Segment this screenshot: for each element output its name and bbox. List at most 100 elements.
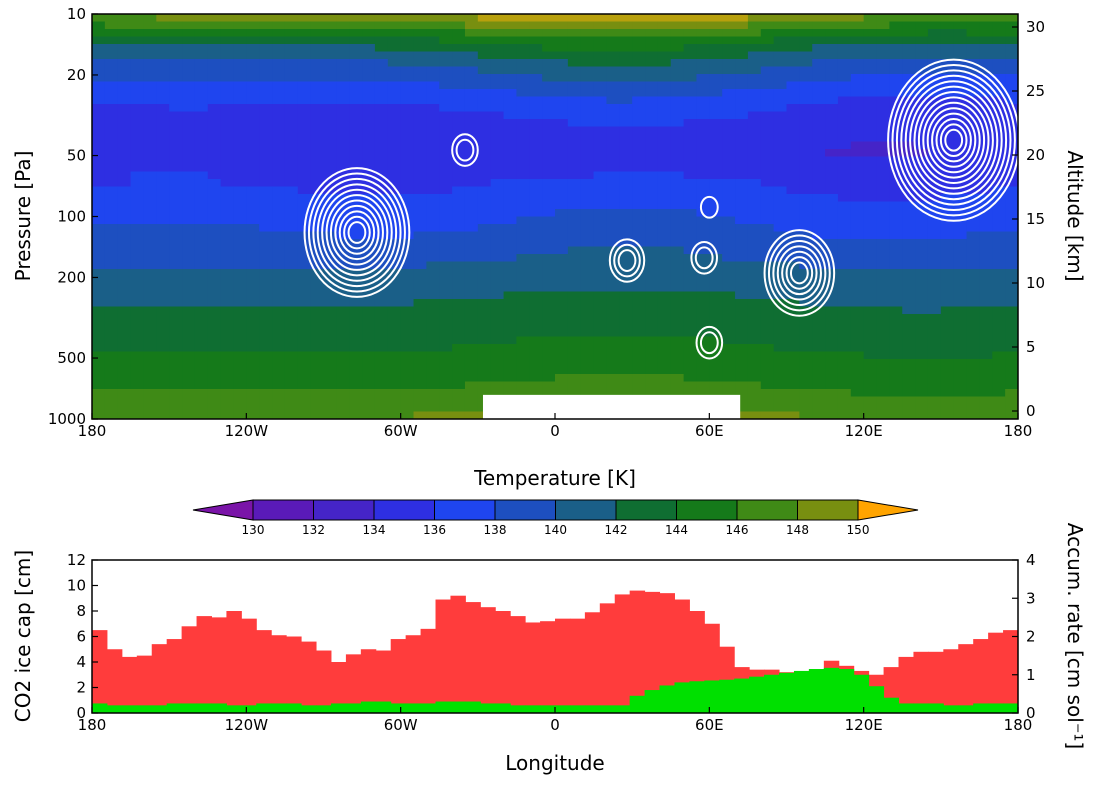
temperature-cell <box>413 66 427 75</box>
temperature-cell <box>182 21 196 30</box>
temperature-cell <box>735 366 749 375</box>
temperature-cell <box>722 126 736 135</box>
temperature-cell <box>104 389 119 398</box>
temperature-cell <box>413 104 427 113</box>
temperature-cell <box>837 284 852 293</box>
temperature-cell <box>940 126 955 135</box>
temperature-cell <box>953 96 968 105</box>
temperature-cell <box>516 201 530 210</box>
temperature-cell <box>272 359 286 368</box>
temperature-cell <box>632 269 646 278</box>
temperature-cell <box>336 14 350 23</box>
temperature-cell <box>812 141 826 150</box>
temperature-cell <box>220 194 235 203</box>
temperature-cell <box>104 134 119 143</box>
temperature-cell <box>619 126 633 135</box>
temperature-cell <box>130 104 145 113</box>
temperature-cell <box>143 59 157 68</box>
temperature-cell <box>400 171 415 180</box>
accum-rate-bar <box>390 703 407 713</box>
temperature-cell <box>683 186 698 195</box>
temperature-cell <box>837 59 852 68</box>
temperature-cell <box>284 29 299 38</box>
temperature-cell <box>529 149 543 158</box>
temperature-cell <box>940 411 955 419</box>
temperature-cell <box>786 186 800 195</box>
temperature-cell <box>452 119 466 128</box>
temperature-cell <box>992 66 1006 75</box>
temperature-cell <box>117 344 132 353</box>
temperature-cell <box>104 59 119 68</box>
x-tick-label: 180 <box>1004 716 1033 734</box>
temperature-cell <box>863 14 878 23</box>
temperature-cell <box>117 231 132 240</box>
temperature-cell <box>503 156 518 165</box>
temperature-cell <box>452 201 466 210</box>
temperature-cell <box>735 209 749 218</box>
temperature-cell <box>143 389 157 398</box>
temperature-cell <box>825 164 839 173</box>
ice-cap-bar <box>629 590 646 713</box>
temperature-cell <box>645 344 659 353</box>
temperature-cell <box>104 411 119 419</box>
temperature-cell <box>349 29 363 38</box>
temperature-cell <box>104 66 119 75</box>
temperature-cell <box>863 51 878 60</box>
temperature-cell <box>1005 51 1018 60</box>
accum-rate-bar <box>868 686 885 713</box>
temperature-cell <box>606 224 620 233</box>
temperature-cell <box>902 329 916 338</box>
temperature-cell <box>143 231 157 240</box>
temperature-cell <box>670 111 685 120</box>
temperature-cell <box>542 156 556 165</box>
temperature-cell <box>413 374 427 383</box>
temperature-cell <box>272 89 286 98</box>
temperature-cell <box>773 351 788 360</box>
temperature-cell <box>426 344 440 353</box>
temperature-cell <box>156 149 170 158</box>
temperature-cell <box>374 29 389 38</box>
temperature-cell <box>670 389 685 398</box>
temperature-cell <box>233 96 247 105</box>
temperature-cell <box>272 111 286 120</box>
temperature-cell <box>233 366 247 375</box>
temperature-cell <box>1005 201 1018 210</box>
temperature-cell <box>104 51 119 60</box>
temperature-cell <box>747 239 762 248</box>
temperature-cell <box>979 291 993 300</box>
temperature-cell <box>927 314 942 323</box>
temperature-cell <box>362 411 376 419</box>
temperature-cell <box>426 381 440 390</box>
temperature-cell <box>194 104 209 113</box>
temperature-cell <box>812 59 826 68</box>
temperature-cell <box>452 14 466 23</box>
temperature-cell <box>516 119 530 128</box>
temperature-cell <box>747 51 762 60</box>
temperature-cell <box>683 36 698 45</box>
temperature-cell <box>194 194 209 203</box>
temperature-cell <box>992 329 1006 338</box>
temperature-cell <box>529 29 543 38</box>
temperature-cell <box>799 104 813 113</box>
temperature-cell <box>426 194 440 203</box>
temperature-cell <box>760 89 775 98</box>
temperature-cell <box>632 381 646 390</box>
temperature-cell <box>927 186 942 195</box>
temperature-cell <box>529 156 543 165</box>
temperature-cell <box>130 269 145 278</box>
temperature-cell <box>915 306 929 315</box>
temperature-cell <box>207 186 222 195</box>
temperature-cell <box>735 299 749 308</box>
temperature-cell <box>606 261 620 270</box>
temperature-cell <box>927 374 942 383</box>
temperature-cell <box>529 186 543 195</box>
temperature-cell <box>207 404 222 413</box>
temperature-cell <box>593 276 608 285</box>
temperature-cell <box>117 171 132 180</box>
temperature-cell <box>374 306 389 315</box>
temperature-cell <box>233 321 247 330</box>
temperature-cell <box>104 246 119 255</box>
temperature-cell <box>953 201 968 210</box>
temperature-cell <box>336 374 350 383</box>
temperature-cell <box>516 299 530 308</box>
